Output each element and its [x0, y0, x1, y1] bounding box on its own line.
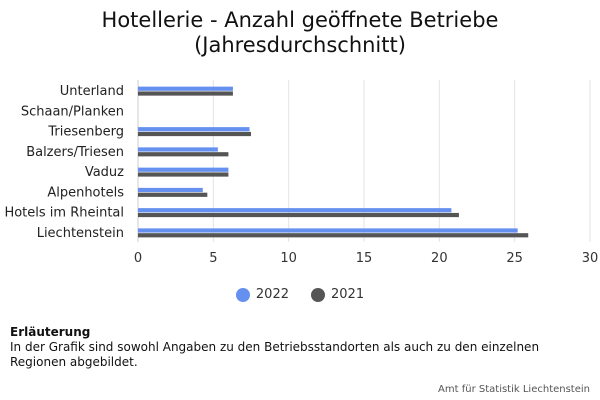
bar-2021-hotels-im-rheintal	[138, 212, 459, 218]
note-heading: Erläuterung	[10, 325, 91, 339]
note-text: In der Grafik sind sowohl Angaben zu den…	[10, 340, 540, 369]
bar-2021-triesenberg	[138, 131, 251, 137]
bar-2022-vaduz	[138, 167, 229, 172]
y-category-label: Unterland	[60, 84, 124, 99]
y-category-label: Liechtenstein	[37, 226, 124, 241]
legend-item-2022[interactable]: 2022	[235, 287, 289, 302]
bar-chart: 0 5 10 15 20 25 30 Unterland Schaan/Planken Tries…	[4, 80, 599, 266]
bar-2021-liechtenstein	[138, 233, 529, 238]
legend-item-2021[interactable]: 2021	[311, 287, 364, 302]
x-tick-label-0: 0	[134, 251, 142, 266]
legend-label-2022: 2022	[255, 287, 289, 302]
y-category-label: Schaan/Planken	[21, 104, 124, 119]
bar-2022-triesenberg	[138, 127, 250, 132]
x-tick-label-5: 5	[209, 251, 217, 266]
chart-title-main: Hotellerie - Anzahl geöffnete Betriebe	[101, 8, 499, 32]
chart-title: Hotellerie - Anzahl geöffnete Betriebe (…	[0, 8, 600, 58]
legend-marker-2022	[235, 287, 250, 302]
y-category-label: Alpenhotels	[47, 185, 124, 200]
x-tick-label-20: 20	[431, 251, 448, 266]
bar-2022-alpenhotels	[138, 187, 203, 193]
x-tick-label-30: 30	[582, 251, 599, 266]
bar-2022-unterland	[138, 86, 233, 91]
bar-2022-balzers-triesen	[138, 147, 218, 152]
chart-subtitle: (Jahresdurchschnitt)	[194, 33, 406, 57]
y-category-label: Vaduz	[85, 165, 124, 180]
explanation-note: Erläuterung In der Grafik sind sowohl An…	[10, 325, 590, 370]
bar-2021-unterland	[138, 91, 233, 96]
y-category-label: Balzers/Triesen	[26, 145, 124, 160]
chart-legend: 2022 2021	[0, 287, 600, 302]
y-category-label: Hotels im Rheintal	[4, 206, 124, 221]
y-category-label: Triesenberg	[47, 125, 124, 140]
source-credit: Amt für Statistik Liechtenstein	[438, 384, 590, 395]
bar-2022-hotels-im-rheintal	[138, 208, 452, 213]
bar-2021-balzers-triesen	[138, 152, 229, 157]
legend-label-2021: 2021	[331, 287, 365, 302]
bar-2022-liechtenstein	[138, 228, 518, 233]
x-tick-label-25: 25	[506, 251, 523, 266]
legend-marker-2021	[311, 287, 325, 302]
x-tick-label-15: 15	[356, 251, 373, 266]
bar-2021-alpenhotels	[138, 192, 208, 197]
x-tick-label-10: 10	[280, 251, 297, 266]
bar-2021-vaduz	[138, 172, 229, 177]
